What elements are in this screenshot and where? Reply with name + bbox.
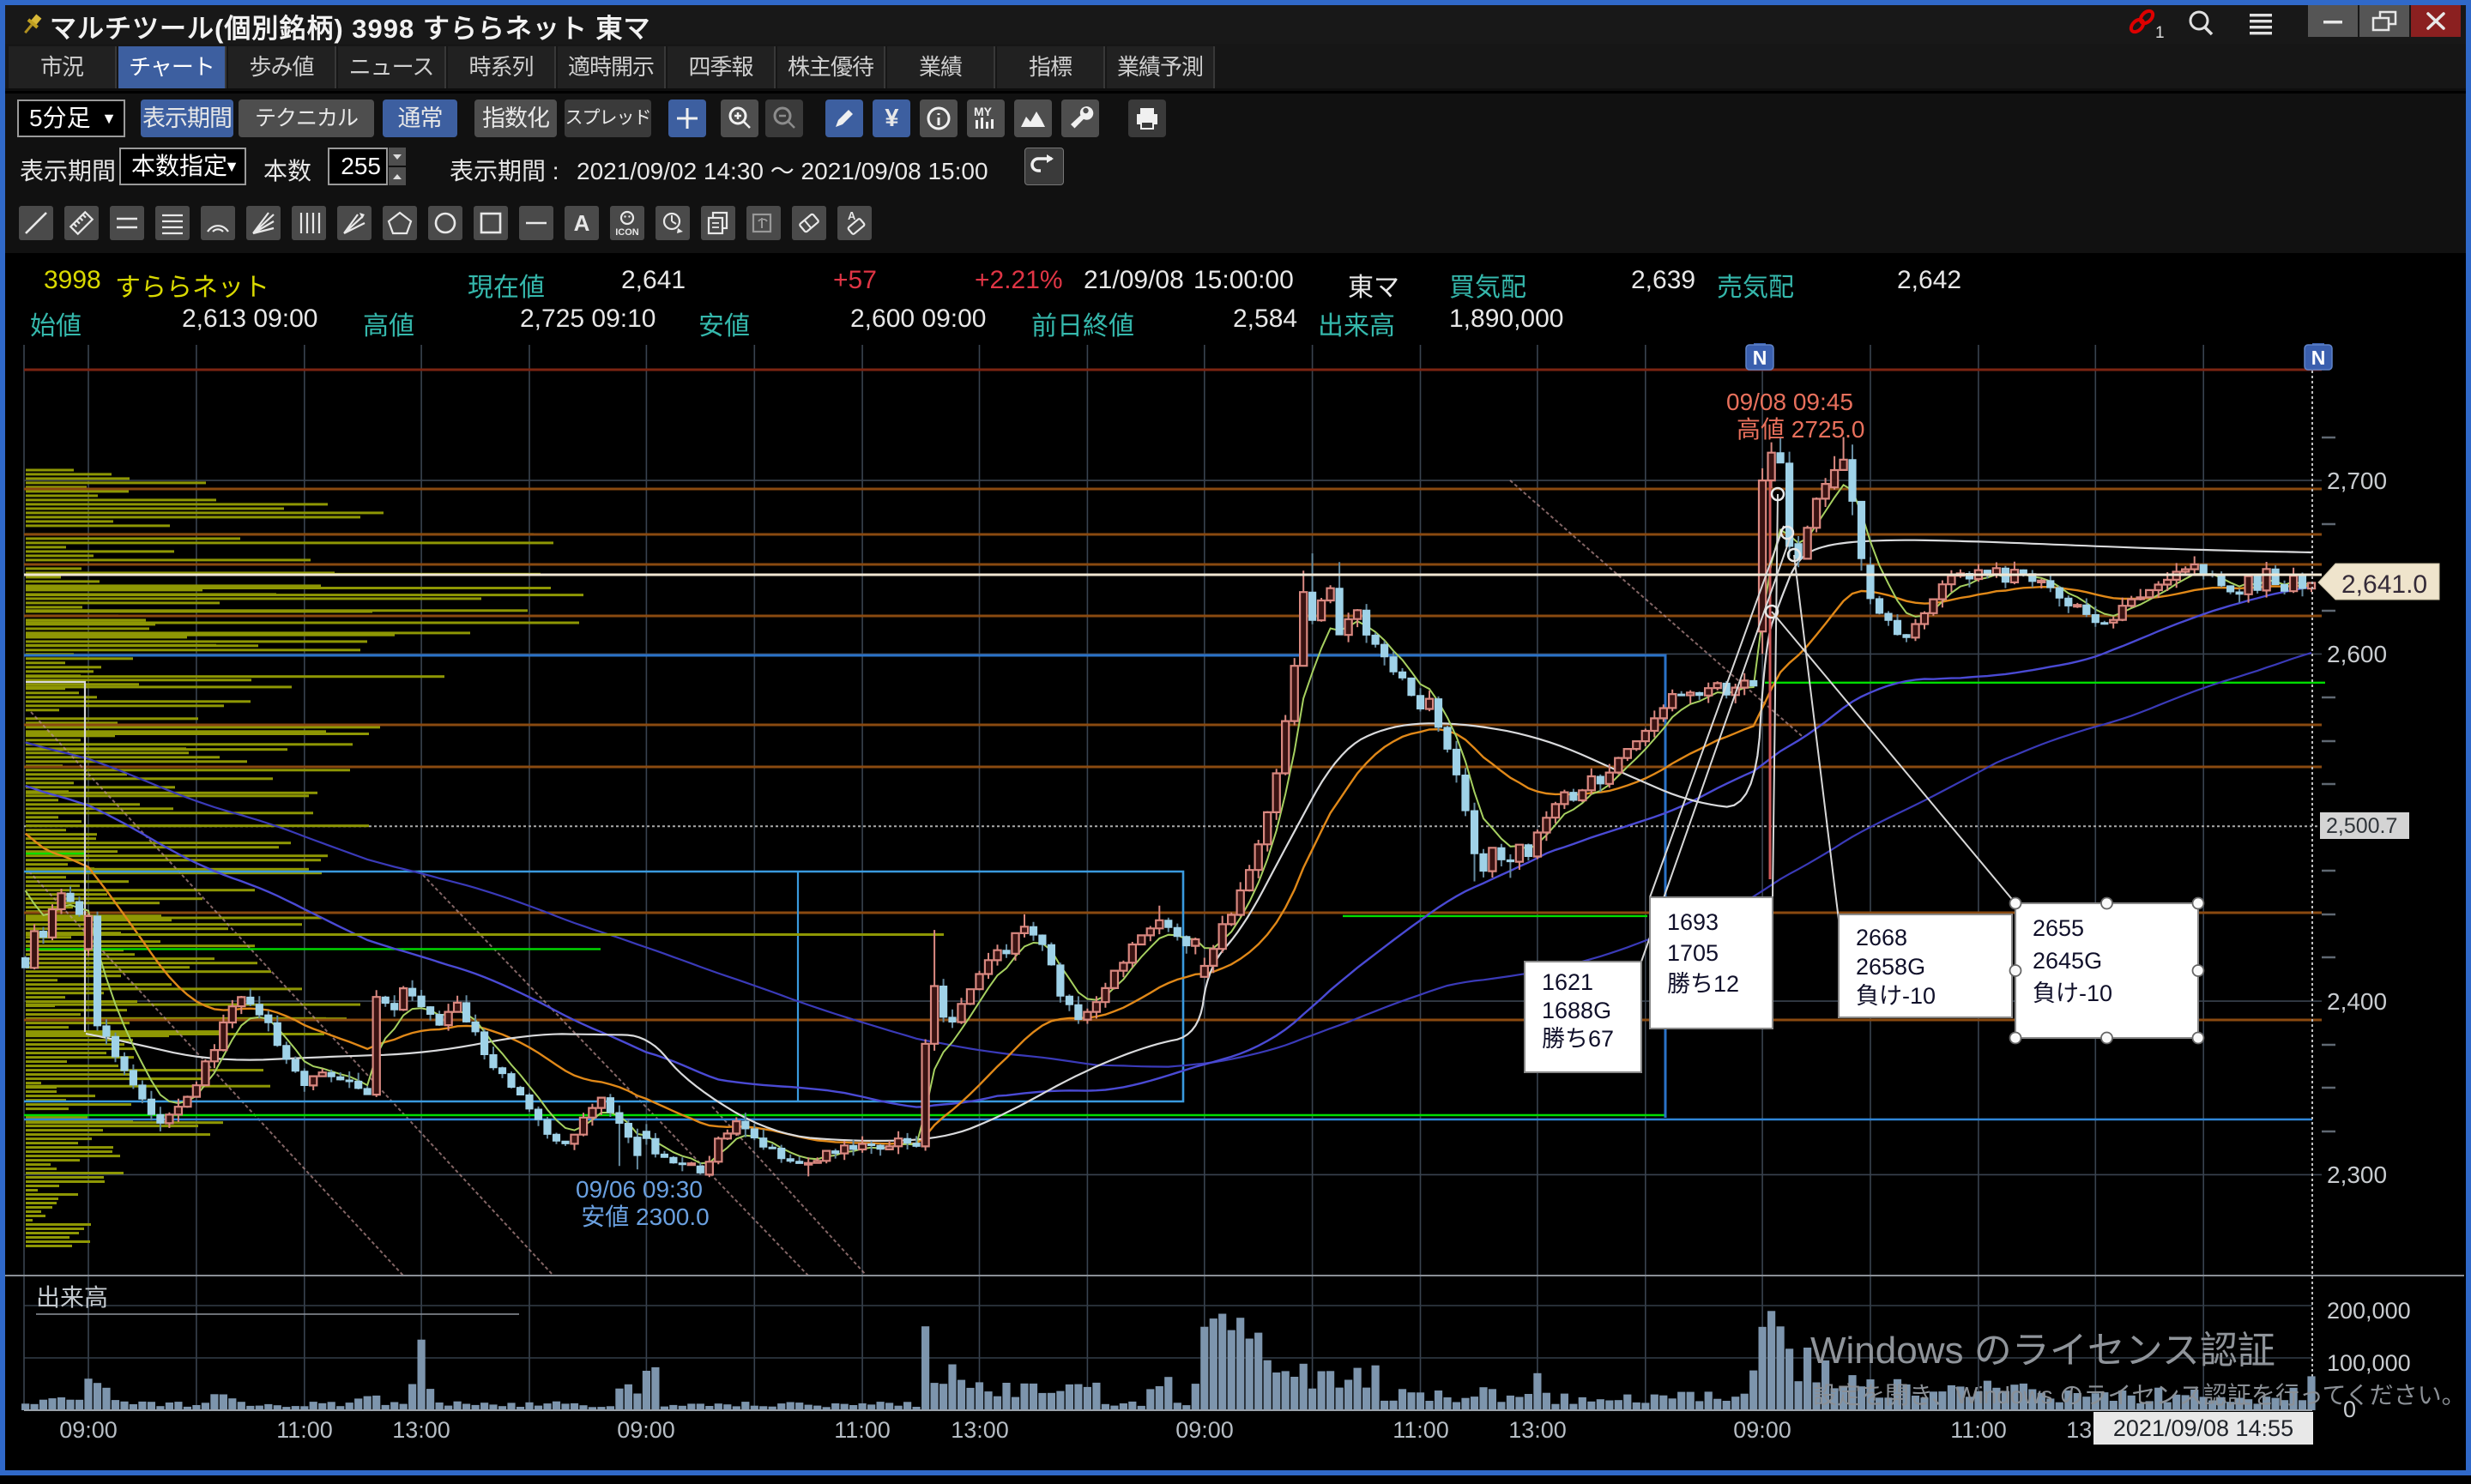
svg-text:2,700: 2,700 bbox=[2327, 468, 2387, 494]
svg-text:11:00: 11:00 bbox=[276, 1417, 333, 1443]
svg-text:出来高: 出来高 bbox=[36, 1284, 108, 1311]
svg-text:1693: 1693 bbox=[1667, 909, 1719, 935]
svg-text:2668: 2668 bbox=[1856, 925, 1907, 950]
svg-text:09/08 09:45: 09/08 09:45 bbox=[1726, 389, 1853, 415]
svg-text:09:00: 09:00 bbox=[1733, 1417, 1791, 1443]
svg-text:勝ち67: 勝ち67 bbox=[1542, 1026, 1614, 1052]
svg-text:2658G: 2658G bbox=[1856, 954, 1925, 980]
svg-text:200,000: 200,000 bbox=[2327, 1298, 2411, 1324]
svg-text:2,500.7: 2,500.7 bbox=[2326, 814, 2397, 838]
svg-text:高値 2725.0: 高値 2725.0 bbox=[1737, 416, 1864, 443]
svg-text:負け-10: 負け-10 bbox=[2033, 980, 2112, 1006]
svg-text:N: N bbox=[2311, 347, 2326, 369]
svg-text:13:00: 13:00 bbox=[1508, 1417, 1567, 1443]
svg-text:100,000: 100,000 bbox=[2327, 1350, 2411, 1376]
svg-text:1621: 1621 bbox=[1542, 969, 1593, 995]
svg-text:11:00: 11:00 bbox=[1950, 1417, 2007, 1443]
svg-text:2,400: 2,400 bbox=[2327, 988, 2387, 1015]
svg-text:11:00: 11:00 bbox=[1393, 1417, 1449, 1443]
svg-text:N: N bbox=[1753, 347, 1767, 369]
svg-text:A: A bbox=[574, 210, 590, 236]
svg-text:1688G: 1688G bbox=[1542, 998, 1611, 1023]
svg-text:2,641.0: 2,641.0 bbox=[2341, 570, 2427, 599]
svg-text:13:00: 13:00 bbox=[951, 1417, 1009, 1443]
svg-text:1: 1 bbox=[2155, 24, 2164, 41]
svg-text:負け-10: 負け-10 bbox=[1856, 983, 1936, 1009]
svg-text:2,600: 2,600 bbox=[2327, 641, 2387, 667]
svg-text:設定を開き、Windows のライセンス認証を行ってください: 設定を開き、Windows のライセンス認証を行ってください。 bbox=[1813, 1382, 2466, 1409]
svg-text:ICON: ICON bbox=[615, 227, 639, 238]
svg-text:09:00: 09:00 bbox=[59, 1417, 118, 1443]
svg-text:A: A bbox=[848, 209, 856, 222]
svg-text:09:00: 09:00 bbox=[1175, 1417, 1234, 1443]
svg-text:0: 0 bbox=[2343, 1397, 2356, 1422]
svg-text:2645G: 2645G bbox=[2033, 948, 2102, 974]
svg-text:Windows のライセンス認証: Windows のライセンス認証 bbox=[1810, 1330, 2275, 1372]
svg-text:09:00: 09:00 bbox=[617, 1417, 675, 1443]
svg-text:2021/09/08 14:55: 2021/09/08 14:55 bbox=[2113, 1415, 2293, 1441]
svg-text:2655: 2655 bbox=[2033, 915, 2084, 941]
svg-text:1705: 1705 bbox=[1667, 940, 1719, 966]
svg-text:安値 2300.0: 安値 2300.0 bbox=[581, 1203, 709, 1230]
svg-text:09/06 09:30: 09/06 09:30 bbox=[576, 1176, 703, 1203]
svg-text:勝ち12: 勝ち12 bbox=[1667, 971, 1739, 997]
svg-text:11:00: 11:00 bbox=[834, 1417, 891, 1443]
svg-text:MY: MY bbox=[974, 105, 993, 118]
svg-text:2,300: 2,300 bbox=[2327, 1161, 2387, 1188]
svg-text:13:00: 13:00 bbox=[392, 1417, 450, 1443]
